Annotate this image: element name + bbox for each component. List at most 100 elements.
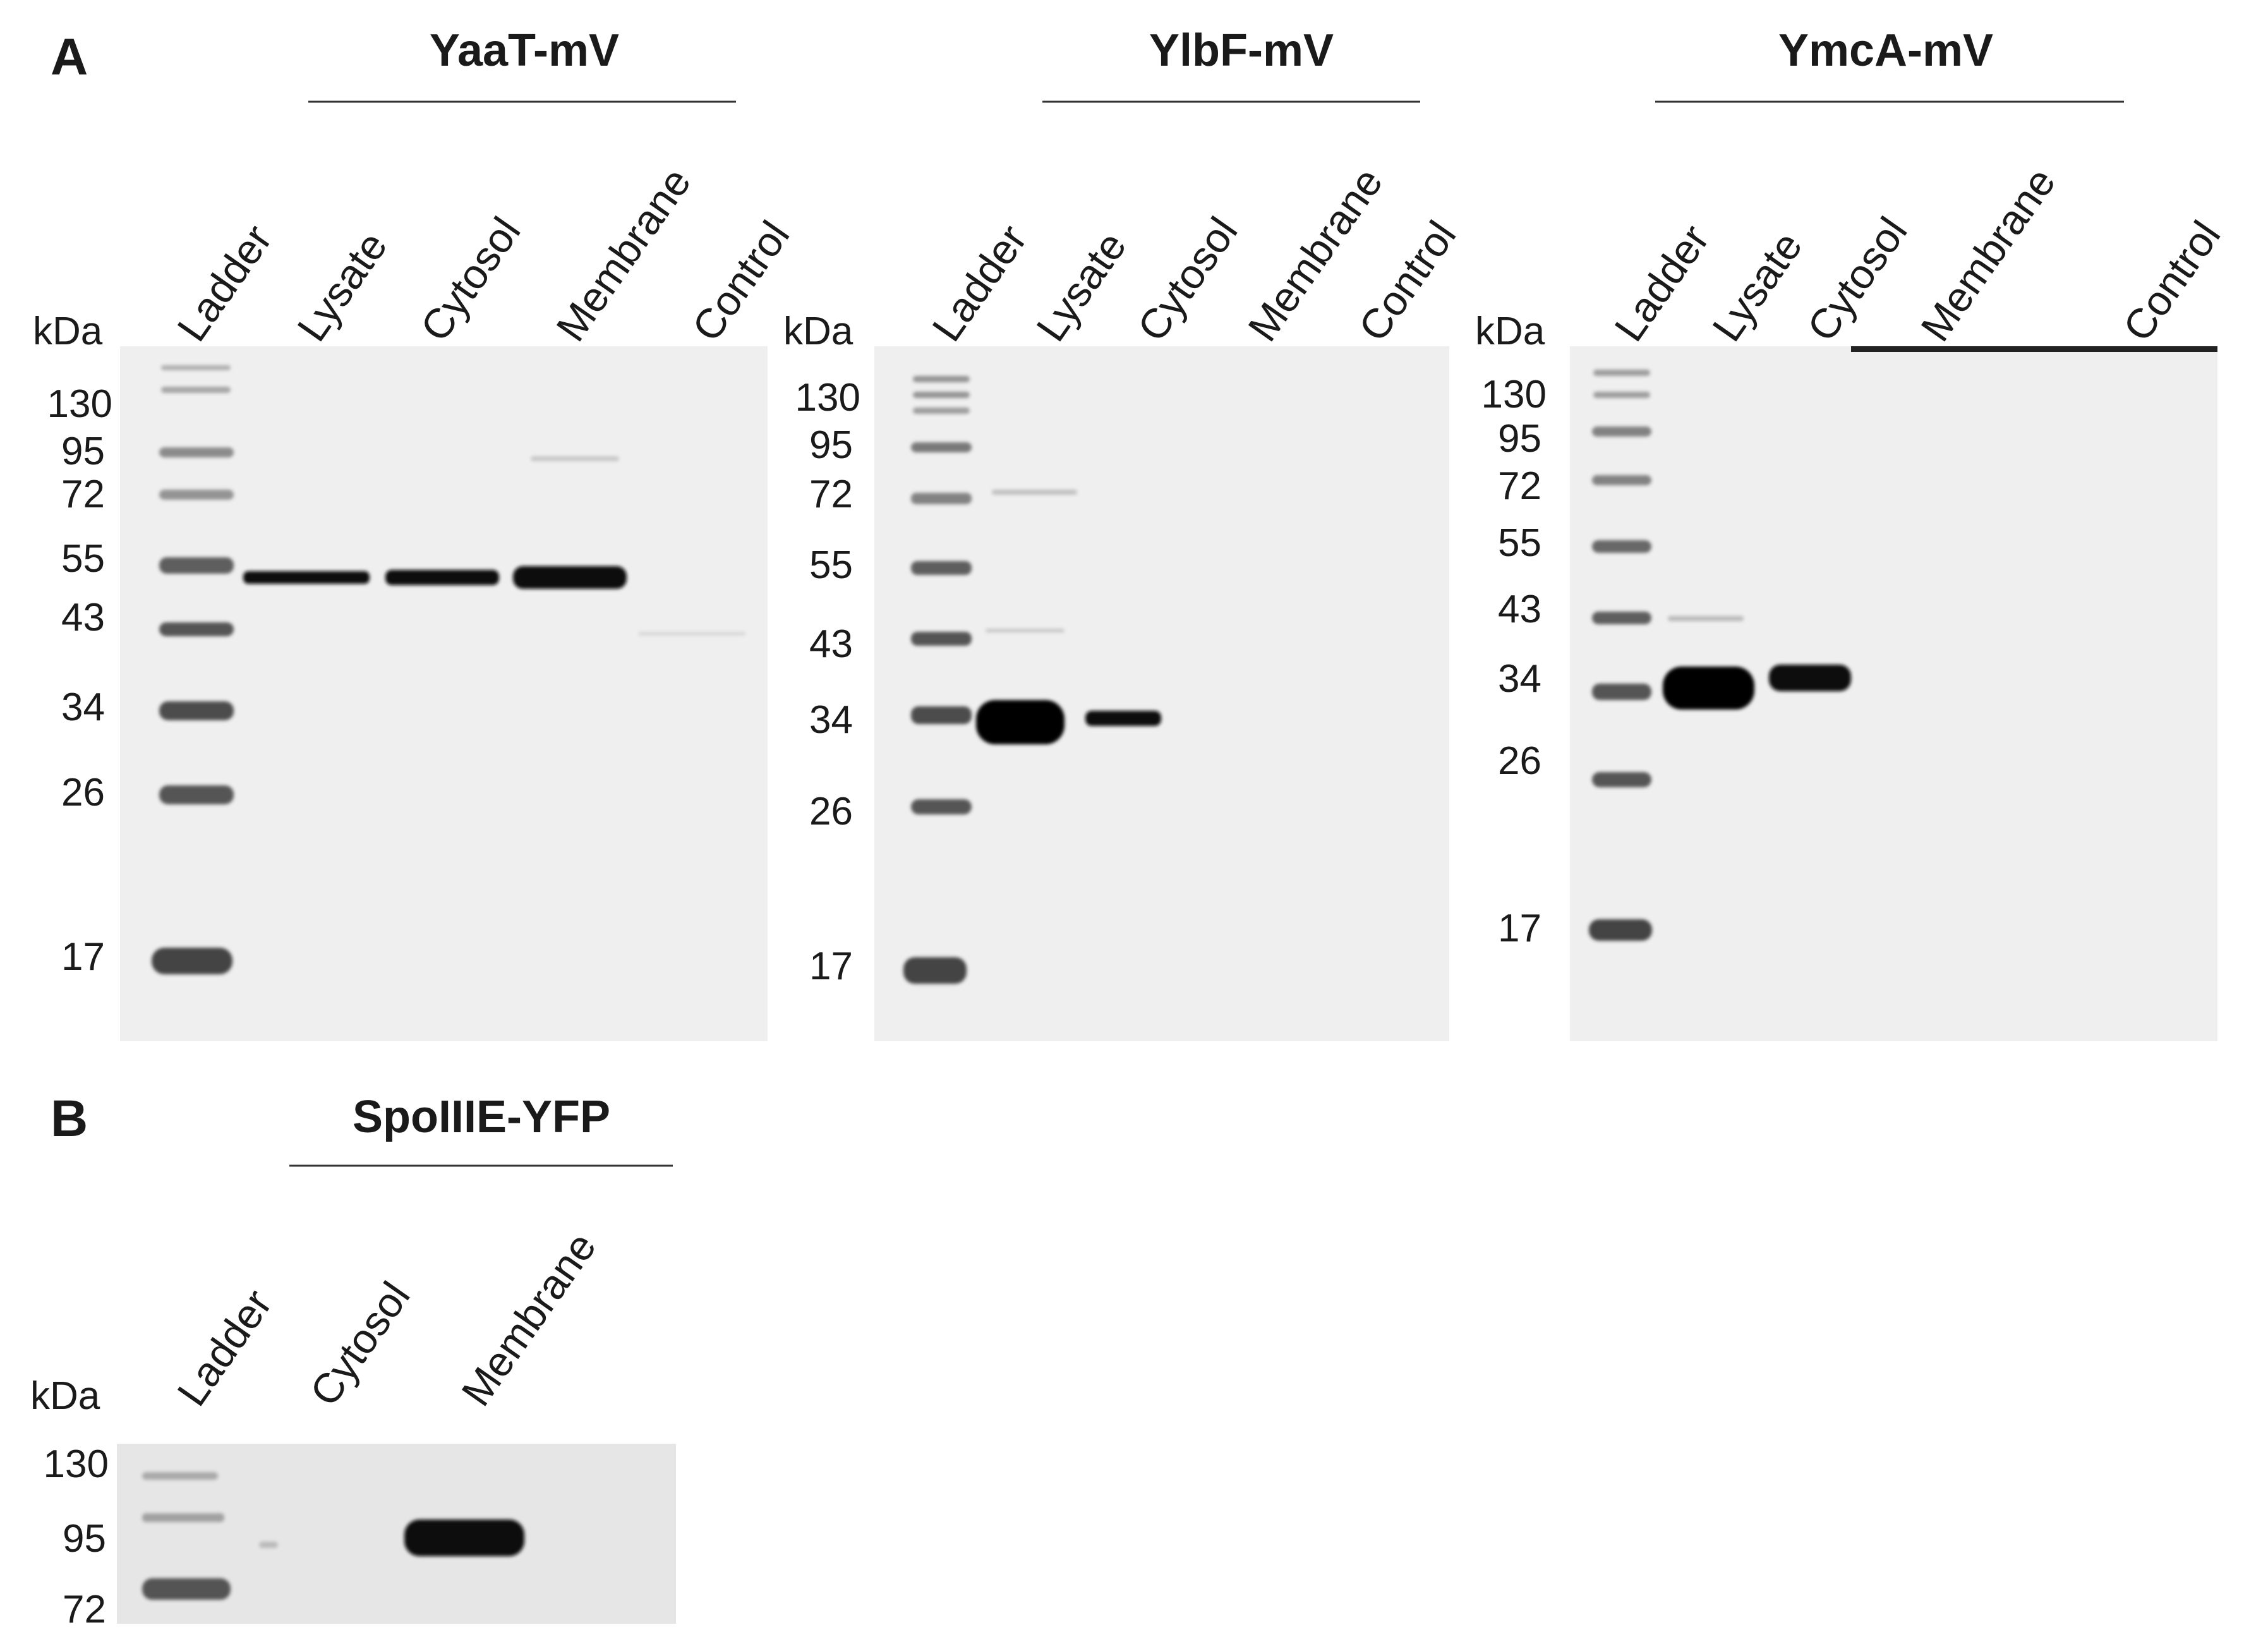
lane-label-cytosol: Cytosol [1128, 209, 1246, 349]
blot-title: YmcA-mV [1778, 25, 1993, 76]
mw-95: 95 [63, 1517, 106, 1561]
ladder-band [1592, 772, 1651, 787]
ladder-band [1592, 426, 1651, 437]
panel-b-letter: B [51, 1090, 88, 1147]
kda-label: kDa [783, 310, 854, 353]
mw-43: 43 [1498, 588, 1541, 631]
band-cytosol [385, 570, 499, 585]
band-membrane-faint [531, 456, 619, 461]
ladder-lane [142, 1472, 231, 1600]
mw-26: 26 [809, 790, 853, 833]
ladder-band [159, 701, 234, 720]
band-membrane [513, 566, 627, 589]
blot-ylbf: YlbF-mV Ladder Lysate Cytosol Membrane C… [783, 25, 1465, 1041]
ladder-lane [152, 365, 234, 974]
ladder-band [911, 442, 972, 452]
kda-label: kDa [1475, 310, 1545, 353]
mw-26: 26 [1498, 739, 1541, 783]
mw-17: 17 [61, 935, 105, 979]
mw-55: 55 [1498, 521, 1541, 565]
ladder-band [161, 365, 231, 370]
blot-title: SpoIIIE-YFP [353, 1092, 610, 1142]
lane-label-control: Control [1349, 212, 1465, 349]
band-cytosol-faint [259, 1542, 278, 1548]
ladder-band [159, 490, 234, 500]
sample-bands [259, 1520, 524, 1556]
blot-membrane [120, 346, 768, 1041]
mw-26: 26 [61, 771, 105, 814]
lane-label-membrane: Membrane [452, 1224, 605, 1414]
ladder-band [1592, 540, 1651, 553]
lane-label-control: Control [2114, 212, 2229, 349]
mw-17: 17 [809, 945, 853, 988]
band-lysate [976, 700, 1065, 744]
band-cytosol [1085, 711, 1161, 726]
band-lysate-faint-43 [986, 629, 1065, 632]
mw-95: 95 [809, 423, 853, 467]
ladder-band [152, 948, 232, 974]
mw-34: 34 [61, 686, 105, 729]
blot-title: YlbF-mV [1149, 25, 1334, 76]
ladder-lane [1589, 370, 1652, 941]
mw-130: 130 [44, 1442, 109, 1486]
mw-43: 43 [61, 596, 105, 639]
mw-95: 95 [61, 430, 105, 473]
ladder-band [159, 622, 234, 636]
band-membrane [404, 1520, 524, 1556]
mw-43: 43 [809, 622, 853, 666]
ladder-band [911, 493, 972, 504]
ladder-band [1593, 392, 1650, 398]
kda-label: kDa [33, 310, 103, 353]
lane-label-control: Control [683, 212, 799, 349]
mw-95: 95 [1498, 417, 1541, 461]
ladder-band [159, 447, 234, 457]
blot-yaat: YaaT-mV Ladder Lysate Cytosol Membrane C… [33, 25, 799, 1041]
mw-72: 72 [1498, 464, 1541, 508]
ladder-band [142, 1513, 224, 1522]
ladder-band [1592, 612, 1651, 624]
ladder-band [159, 785, 234, 804]
blot-top-edge [1851, 346, 2217, 352]
lane-label-cytosol: Cytosol [1798, 209, 1916, 349]
sample-bands [243, 456, 745, 636]
sample-bands [1663, 616, 1851, 710]
blot-spoiiie: SpoIIIE-YFP Ladder Cytosol Membrane kDa … [30, 1092, 676, 1631]
sample-bands [976, 490, 1161, 744]
blot-title: YaaT-mV [430, 25, 619, 76]
mw-130: 130 [795, 376, 860, 420]
mw-55: 55 [61, 537, 105, 581]
lane-label-membrane: Membrane [547, 159, 700, 349]
blot-ymca: YmcA-mV Ladder Lysate Cytosol Membrane C… [1475, 25, 2229, 1041]
ladder-band [913, 376, 970, 382]
ladder-band [1593, 370, 1650, 376]
mw-130: 130 [47, 382, 112, 426]
lane-label-lysate: Lysate [288, 223, 396, 349]
lane-label-lysate: Lysate [1703, 223, 1811, 349]
lane-label-ladder: Ladder [1605, 216, 1718, 349]
band-lysate [1663, 667, 1754, 710]
ladder-band [911, 706, 972, 724]
band-lysate-faint-72 [992, 490, 1077, 495]
mw-72: 72 [63, 1588, 106, 1631]
ladder-band [161, 387, 231, 393]
lane-label-cytosol: Cytosol [301, 1273, 419, 1414]
band-lysate-faint-43 [1668, 616, 1744, 621]
lane-label-lysate: Lysate [1027, 223, 1135, 349]
ladder-band [903, 957, 967, 984]
panel-a-letter: A [51, 28, 88, 86]
ladder-band [1589, 919, 1652, 941]
ladder-band [911, 799, 972, 814]
mw-34: 34 [1498, 657, 1541, 701]
lane-label-ladder: Ladder [168, 1281, 280, 1414]
mw-130: 130 [1481, 373, 1547, 416]
mw-72: 72 [809, 473, 853, 516]
mw-72: 72 [61, 473, 105, 516]
ladder-band [1592, 475, 1651, 485]
mw-34: 34 [809, 698, 853, 742]
mw-55: 55 [809, 543, 853, 587]
lane-label-cytosol: Cytosol [411, 209, 529, 349]
lane-label-ladder: Ladder [923, 216, 1035, 349]
band-control-faint [638, 632, 745, 636]
ladder-band [911, 561, 972, 575]
